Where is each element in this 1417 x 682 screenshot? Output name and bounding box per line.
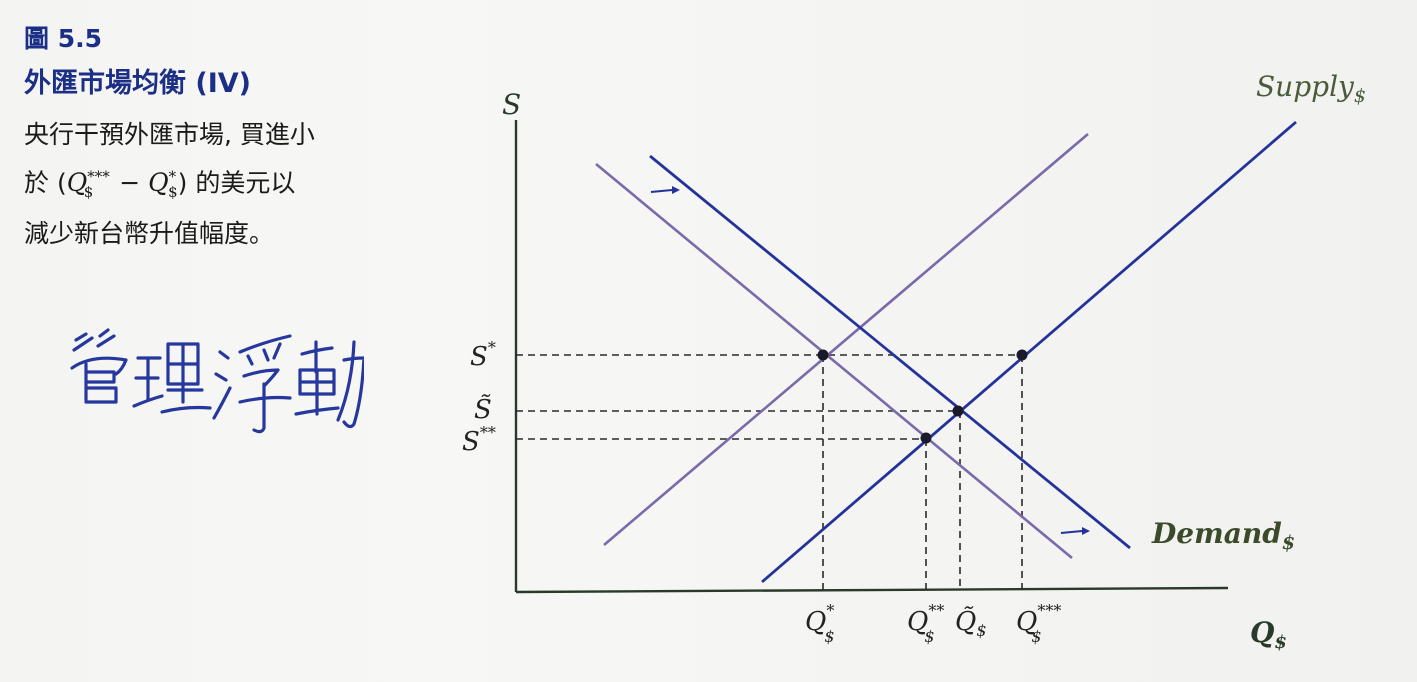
x-tick-q-triple-star: Q*** $ bbox=[1016, 601, 1061, 646]
supply-label: Supply$ bbox=[1256, 70, 1366, 107]
demand-shift-arrow-lower bbox=[1060, 530, 1083, 534]
x-axis bbox=[515, 586, 1229, 594]
description-line-1: 央行干預外匯市場, 買進小 bbox=[24, 120, 315, 149]
figure-caption: 圖 5.5 外匯市場均衡 (IV) 央行干預外匯市場, 買進小 於 (Q***$… bbox=[24, 22, 404, 255]
point-s-double-star bbox=[920, 432, 932, 444]
x-tick-q-star: Q* $ bbox=[805, 601, 835, 646]
description-line-2: 於 (Q***$ − Q*$) 的美元以 bbox=[24, 168, 296, 202]
supply-curve bbox=[761, 120, 1297, 584]
y-axis-label: S bbox=[502, 88, 521, 121]
original-demand-curve bbox=[595, 162, 1073, 560]
y-tick-s-double-star: S** bbox=[462, 423, 496, 457]
x-axis-label: Q$ bbox=[1250, 616, 1287, 653]
demand-label: Demand$ bbox=[1151, 517, 1295, 554]
y-tick-s-tilde: S̃ bbox=[474, 394, 492, 425]
figure-title: 外匯市場均衡 (IV) bbox=[24, 68, 252, 99]
point-s-star-new-supply bbox=[1016, 349, 1028, 361]
description-line-3: 減少新台幣升值幅度。 bbox=[24, 219, 275, 249]
y-tick-s-star: S* bbox=[470, 338, 496, 372]
x-tick-q-tilde: Q̃$ bbox=[955, 606, 987, 640]
handwritten-annotation bbox=[70, 328, 364, 434]
demand-curve bbox=[649, 154, 1131, 550]
demand-shift-arrow-upper bbox=[650, 189, 673, 193]
original-supply-curve bbox=[603, 133, 1089, 546]
figure-description: 央行干預外匯市場, 買進小 於 (Q***$ − Q*$) 的美元以 減少新台幣… bbox=[24, 114, 384, 255]
figure-number: 圖 5.5 bbox=[24, 24, 102, 53]
equilibrium-point-original bbox=[817, 349, 829, 361]
equilibrium-point-new bbox=[952, 405, 964, 417]
x-tick-q-double-star: Q** $ bbox=[907, 601, 944, 646]
